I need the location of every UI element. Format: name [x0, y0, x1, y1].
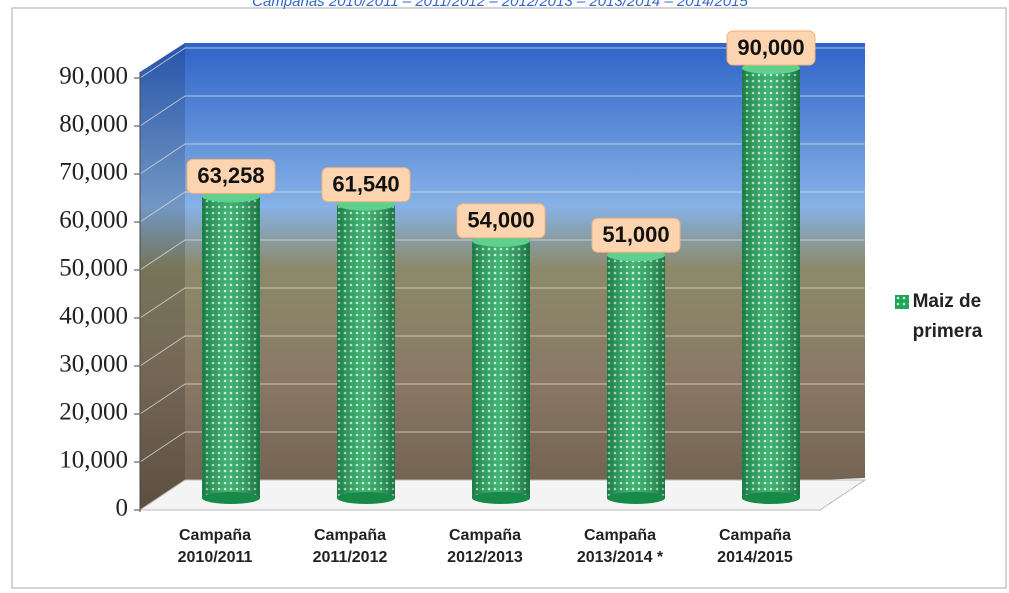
y-tick-label: 10,000 [59, 447, 128, 474]
bar-shade [337, 205, 395, 498]
x-tick-label: Campaña 2014/2015 [695, 525, 815, 569]
value-label: 63,258 [197, 163, 264, 188]
bar-base [472, 492, 530, 504]
bar-base [202, 492, 260, 504]
chart-container: Campañas 2010/2011 – 2011/2012 – 2012/20… [0, 0, 1009, 593]
x-tick-label: Campaña 2010/2011 [155, 525, 275, 569]
x-tick-label: Campaña 2011/2012 [290, 525, 410, 569]
bar-shade [202, 196, 260, 498]
y-tick-label: 40,000 [59, 303, 128, 330]
side-wall [140, 43, 185, 510]
bar-shade [742, 68, 800, 498]
bar-base [742, 492, 800, 504]
y-tick-label: 70,000 [59, 159, 128, 186]
y-tick-label: 50,000 [59, 255, 128, 282]
y-tick-label: 0 [116, 495, 129, 522]
x-tick-label: Campaña 2012/2013 [425, 525, 545, 569]
value-label: 51,000 [602, 222, 669, 247]
value-label: 90,000 [737, 35, 804, 60]
value-label: 54,000 [467, 208, 534, 233]
legend: Maiz de primera [895, 287, 1005, 347]
y-tick-label: 60,000 [59, 207, 128, 234]
bar-shade [472, 241, 530, 498]
bar-shade [607, 255, 665, 498]
y-tick-label: 20,000 [59, 399, 128, 426]
y-tick-label: 30,000 [59, 351, 128, 378]
y-tick-label: 80,000 [59, 111, 128, 138]
value-label: 61,540 [332, 171, 399, 196]
y-tick-label: 90,000 [59, 63, 128, 90]
legend-swatch [895, 295, 909, 309]
bar-base [607, 492, 665, 504]
chart: Campañas 2010/2011 – 2011/2012 – 2012/20… [0, 0, 1009, 593]
chart-title: Campañas 2010/2011 – 2011/2012 – 2012/20… [252, 0, 748, 10]
x-tick-label: Campaña 2013/2014 * [560, 525, 680, 569]
legend-label: Maiz de primera [913, 287, 1005, 347]
bar-base [337, 492, 395, 504]
